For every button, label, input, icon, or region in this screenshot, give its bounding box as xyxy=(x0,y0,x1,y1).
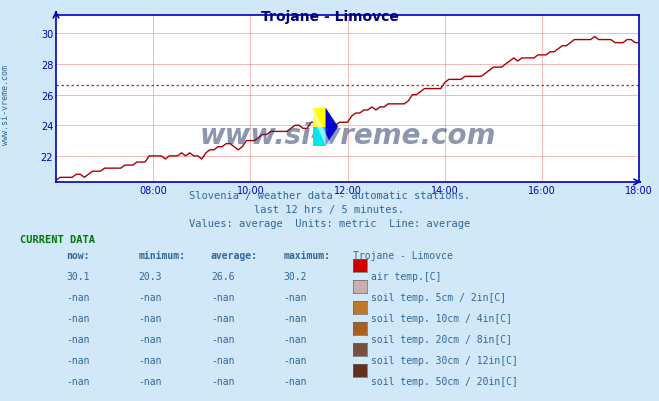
Text: -nan: -nan xyxy=(211,292,235,302)
Text: -nan: -nan xyxy=(66,376,90,386)
Text: -nan: -nan xyxy=(283,292,307,302)
Text: soil temp. 10cm / 4in[C]: soil temp. 10cm / 4in[C] xyxy=(371,313,512,323)
Text: www.si-vreme.com: www.si-vreme.com xyxy=(200,122,496,150)
Text: now:: now: xyxy=(66,251,90,261)
Text: -nan: -nan xyxy=(211,376,235,386)
Text: maximum:: maximum: xyxy=(283,251,330,261)
Text: -nan: -nan xyxy=(138,376,162,386)
Text: CURRENT DATA: CURRENT DATA xyxy=(20,235,95,245)
Polygon shape xyxy=(313,128,326,146)
Polygon shape xyxy=(326,108,338,146)
Text: soil temp. 50cm / 20in[C]: soil temp. 50cm / 20in[C] xyxy=(371,376,518,386)
Text: -nan: -nan xyxy=(138,313,162,323)
Text: Trojane - Limovce: Trojane - Limovce xyxy=(260,10,399,24)
Text: -nan: -nan xyxy=(211,334,235,344)
Text: -nan: -nan xyxy=(283,376,307,386)
Text: -nan: -nan xyxy=(138,355,162,365)
Text: soil temp. 5cm / 2in[C]: soil temp. 5cm / 2in[C] xyxy=(371,292,506,302)
Text: soil temp. 20cm / 8in[C]: soil temp. 20cm / 8in[C] xyxy=(371,334,512,344)
Text: average:: average: xyxy=(211,251,258,261)
Text: -nan: -nan xyxy=(66,292,90,302)
Text: last 12 hrs / 5 minutes.: last 12 hrs / 5 minutes. xyxy=(254,205,405,215)
Text: minimum:: minimum: xyxy=(138,251,185,261)
Text: 26.6: 26.6 xyxy=(211,271,235,282)
Text: 30.2: 30.2 xyxy=(283,271,307,282)
Text: 20.3: 20.3 xyxy=(138,271,162,282)
Text: -nan: -nan xyxy=(138,334,162,344)
Polygon shape xyxy=(313,108,326,128)
Text: Values: average  Units: metric  Line: average: Values: average Units: metric Line: aver… xyxy=(189,219,470,229)
Text: -nan: -nan xyxy=(211,313,235,323)
Text: www.si-vreme.com: www.si-vreme.com xyxy=(1,64,10,144)
Text: Slovenia / weather data - automatic stations.: Slovenia / weather data - automatic stat… xyxy=(189,190,470,200)
Text: Trojane - Limovce: Trojane - Limovce xyxy=(353,251,453,261)
Text: -nan: -nan xyxy=(138,292,162,302)
Text: -nan: -nan xyxy=(283,355,307,365)
Text: 30.1: 30.1 xyxy=(66,271,90,282)
Text: -nan: -nan xyxy=(66,313,90,323)
Text: soil temp. 30cm / 12in[C]: soil temp. 30cm / 12in[C] xyxy=(371,355,518,365)
Text: -nan: -nan xyxy=(283,313,307,323)
Polygon shape xyxy=(313,108,332,146)
Text: -nan: -nan xyxy=(211,355,235,365)
Text: air temp.[C]: air temp.[C] xyxy=(371,271,442,282)
Text: -nan: -nan xyxy=(283,334,307,344)
Text: -nan: -nan xyxy=(66,355,90,365)
Text: -nan: -nan xyxy=(66,334,90,344)
